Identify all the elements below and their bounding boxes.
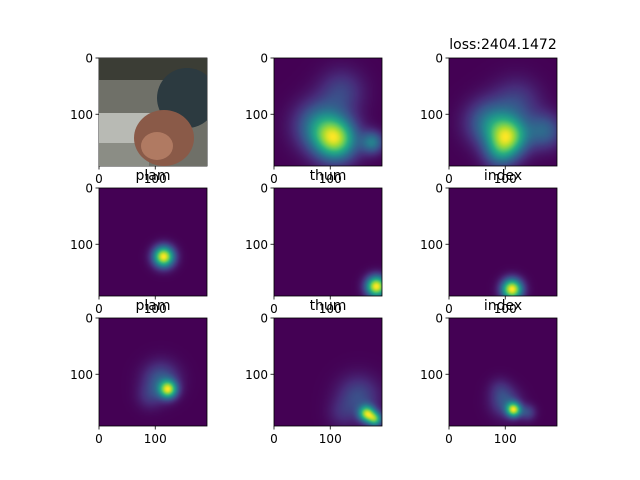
heatmap-heatmap-total-1	[274, 58, 382, 166]
y-tick-label: 100	[420, 108, 443, 122]
y-tick-label: 100	[245, 368, 268, 382]
y-tick-label: 0	[260, 182, 268, 196]
y-tick-label: 100	[245, 108, 268, 122]
panel-title: plam	[136, 298, 171, 314]
x-tick-label: 0	[445, 302, 453, 316]
axes-frame	[98, 317, 208, 427]
x-tick-label: 100	[494, 432, 517, 446]
y-tick-label: 100	[70, 368, 93, 382]
x-tick-label: 0	[270, 302, 278, 316]
y-tick-label: 0	[85, 52, 93, 66]
panel-title: index	[484, 298, 522, 314]
heatmap-heatmap-thum-1	[274, 188, 382, 296]
panel-heatmap-total-2	[448, 57, 558, 167]
panel-heatmap-total-1	[273, 57, 383, 167]
panel-heatmap-plam-2	[98, 317, 208, 427]
heatmap-heatmap-index-1	[449, 188, 557, 296]
panel-heatmap-index-2	[448, 317, 558, 427]
x-tick-label: 100	[494, 172, 517, 186]
y-tick-label: 0	[260, 52, 268, 66]
panel-title: thum	[310, 168, 347, 184]
axes-frame	[448, 57, 558, 167]
x-tick-label: 100	[144, 302, 167, 316]
panel-heatmap-plam-1	[98, 187, 208, 297]
x-tick-label: 100	[319, 302, 342, 316]
heatmap-heatmap-total-2	[449, 58, 557, 166]
x-tick-label: 0	[95, 302, 103, 316]
panel-heatmap-index-1	[448, 187, 558, 297]
heatmap-heatmap-thum-2	[274, 318, 382, 426]
heatmap-heatmap-index-2	[449, 318, 557, 426]
photo-knuckles	[141, 132, 173, 160]
heatmap-heatmap-plam-1	[99, 188, 207, 296]
panel-title: plam	[136, 168, 171, 184]
y-tick-label: 100	[245, 238, 268, 252]
panel-title: index	[484, 168, 522, 184]
y-tick-label: 0	[435, 312, 443, 326]
x-tick-label: 0	[445, 432, 453, 446]
axes-frame	[448, 317, 558, 427]
y-tick-label: 100	[420, 368, 443, 382]
axes-frame	[98, 187, 208, 297]
x-tick-label: 0	[95, 432, 103, 446]
y-tick-label: 100	[420, 238, 443, 252]
y-tick-label: 100	[70, 108, 93, 122]
panel-heatmap-thum-2	[273, 317, 383, 427]
x-tick-label: 0	[95, 172, 103, 186]
y-tick-label: 0	[85, 182, 93, 196]
x-tick-label: 0	[270, 432, 278, 446]
hand-photo	[99, 58, 207, 166]
x-tick-label: 100	[319, 432, 342, 446]
y-tick-label: 0	[435, 52, 443, 66]
y-tick-label: 0	[435, 182, 443, 196]
axes-frame	[273, 317, 383, 427]
x-tick-label: 0	[270, 172, 278, 186]
heatmap-heatmap-plam-2	[99, 318, 207, 426]
y-tick-label: 0	[85, 312, 93, 326]
y-tick-label: 0	[260, 312, 268, 326]
y-tick-label: 100	[70, 238, 93, 252]
x-tick-label: 100	[144, 432, 167, 446]
axes-frame	[273, 187, 383, 297]
panel-title: thum	[310, 298, 347, 314]
x-tick-label: 100	[319, 172, 342, 186]
axes-frame	[448, 187, 558, 297]
panel-heatmap-thum-1	[273, 187, 383, 297]
x-tick-label: 100	[494, 302, 517, 316]
axes-frame	[273, 57, 383, 167]
figure-title: loss:2404.1472	[449, 37, 556, 53]
x-tick-label: 0	[445, 172, 453, 186]
x-tick-label: 100	[144, 172, 167, 186]
